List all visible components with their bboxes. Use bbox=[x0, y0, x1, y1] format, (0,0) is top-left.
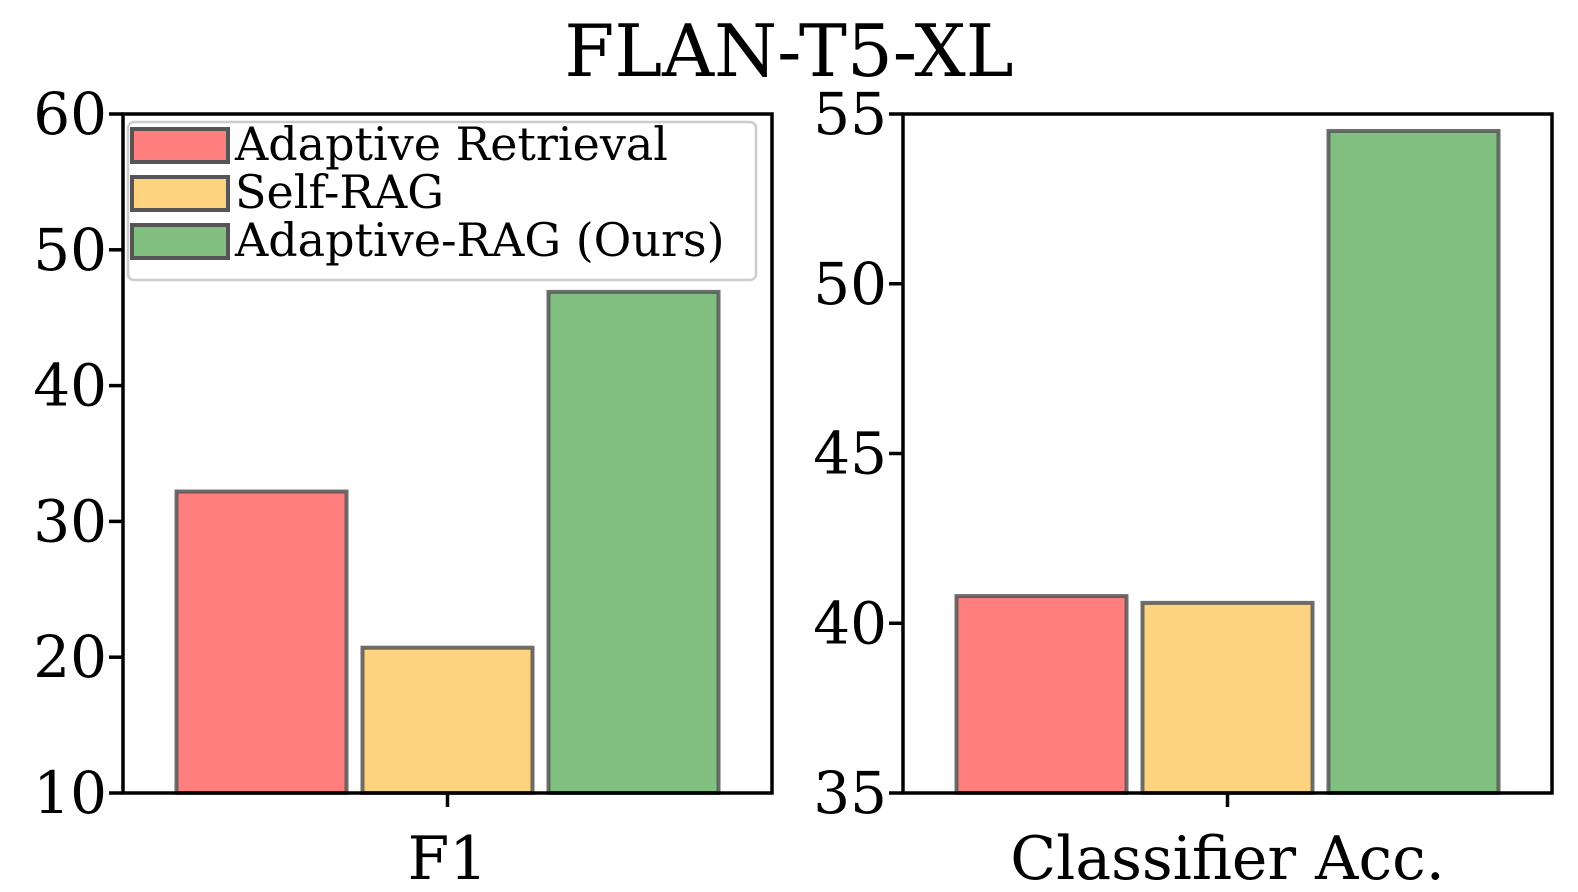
legend-swatch bbox=[130, 127, 230, 164]
chart-panel-1: 10 20 30 40 50 60 F1 Adaptive RetrievalSelf-RAG… bbox=[33, 80, 774, 892]
y-tick-label: 35 bbox=[813, 759, 887, 827]
legend-label: Self-RAG bbox=[235, 165, 444, 219]
y-tick-label: 50 bbox=[33, 216, 107, 284]
legend-box bbox=[126, 120, 758, 282]
legend-label: Adaptive Retrieval bbox=[234, 117, 668, 171]
bar-adaptive-rag-ours bbox=[1326, 128, 1501, 796]
y-tick-label: 55 bbox=[813, 80, 887, 148]
y-tick-label: 45 bbox=[813, 420, 887, 488]
y-tick-label: 40 bbox=[813, 589, 887, 657]
y-tick-label: 20 bbox=[33, 623, 107, 691]
y-tick-label: 10 bbox=[33, 759, 107, 827]
legend-label: Adaptive-RAG (Ours) bbox=[234, 213, 725, 267]
x-axis-label: F1 bbox=[408, 824, 488, 888]
legend-swatch bbox=[130, 175, 230, 212]
chart-panel-2: 35 40 45 50 55 Classifier Acc. bbox=[813, 80, 1554, 892]
bar-adaptive-rag-ours bbox=[546, 289, 721, 795]
bar-self-rag bbox=[1140, 600, 1315, 795]
bar-adaptive-retrieval bbox=[174, 489, 349, 795]
bar-self-rag bbox=[360, 645, 535, 795]
figure-title: FLAN-T5-XL bbox=[564, 9, 1013, 93]
legend-swatch bbox=[130, 223, 230, 260]
y-tick-label: 50 bbox=[813, 250, 887, 318]
y-tick-label: 60 bbox=[33, 80, 107, 148]
x-axis-label: Classifier Acc. bbox=[1010, 824, 1445, 888]
y-tick-label: 30 bbox=[33, 487, 107, 555]
bar-adaptive-retrieval bbox=[954, 594, 1129, 796]
y-tick-label: 40 bbox=[33, 352, 107, 420]
